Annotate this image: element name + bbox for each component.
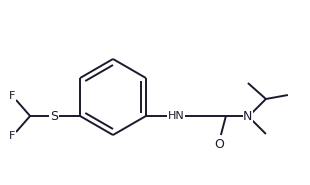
Text: S: S xyxy=(50,110,58,122)
Text: HN: HN xyxy=(167,111,184,121)
Text: F: F xyxy=(9,131,15,141)
Text: N: N xyxy=(243,110,253,122)
Text: F: F xyxy=(9,91,15,101)
Text: O: O xyxy=(214,137,224,151)
